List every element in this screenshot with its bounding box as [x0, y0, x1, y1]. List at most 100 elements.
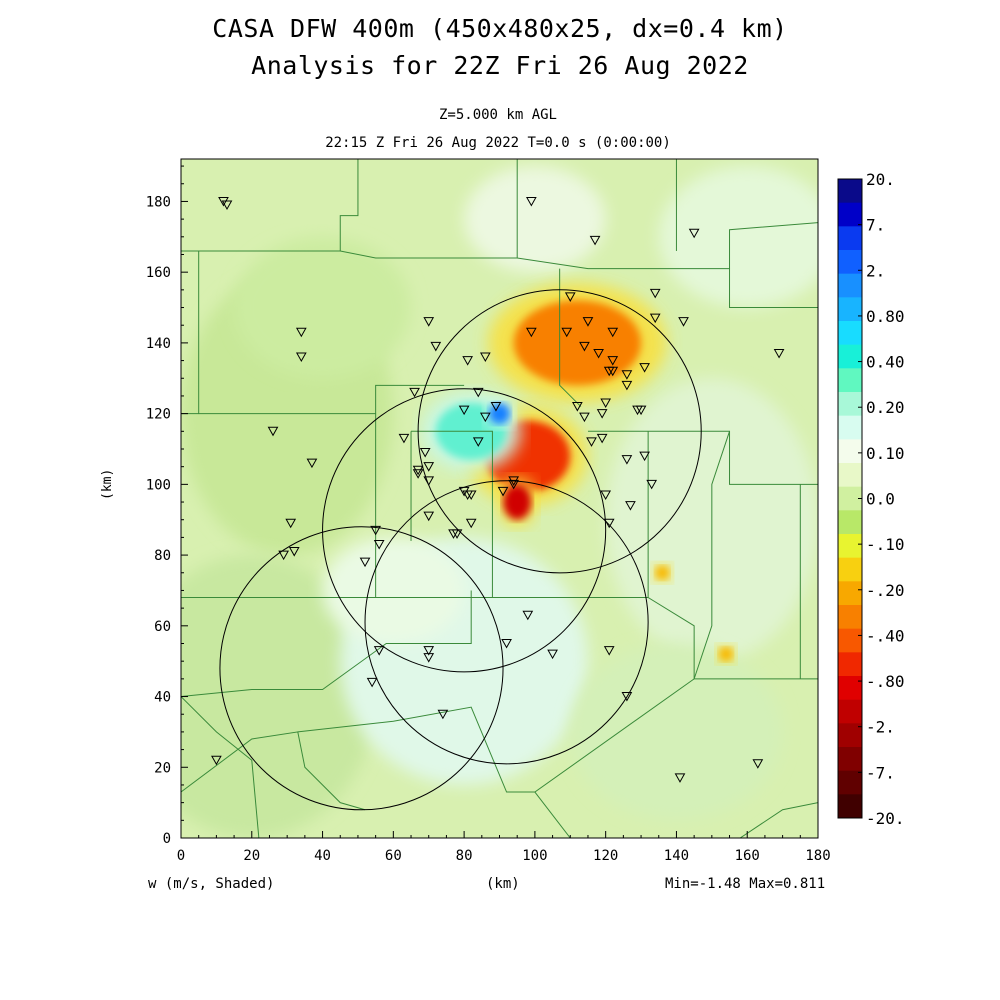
colorbar-label: 2.	[866, 261, 885, 280]
colorbar-swatch	[838, 605, 862, 630]
county-border	[411, 430, 493, 598]
colorbar-label: -2.	[866, 718, 895, 737]
station-marker	[437, 709, 449, 720]
range-ring	[417, 289, 702, 574]
y-tick-label: 140	[146, 336, 171, 352]
station-marker	[409, 387, 420, 398]
colorbar-swatch	[838, 415, 862, 440]
station-marker	[646, 479, 658, 490]
station-marker	[600, 490, 612, 500]
station-marker	[479, 352, 491, 363]
station-marker	[288, 547, 300, 557]
range-ring	[364, 480, 649, 765]
station-marker	[589, 235, 601, 246]
station-marker	[508, 476, 520, 486]
x-tick-label: 120	[593, 848, 618, 864]
colorbar-label: -7.	[866, 763, 895, 782]
x-tick-label: 140	[664, 848, 689, 864]
y-tick-label: 0	[163, 831, 171, 847]
colorbar-swatch	[838, 794, 862, 819]
county-border	[729, 268, 818, 309]
colorbar-label: -.40	[866, 626, 905, 645]
x-tick-label: 0	[177, 848, 185, 864]
station-marker	[607, 366, 619, 377]
station-marker	[600, 398, 612, 409]
county-border	[693, 431, 731, 680]
colorbar-swatch	[838, 368, 862, 393]
field-patch	[181, 555, 376, 838]
colorbar-label: -.80	[866, 672, 905, 691]
station-marker	[621, 455, 633, 465]
station-marker	[373, 646, 385, 656]
x-tick-label: 100	[522, 848, 547, 864]
downdraft-core	[655, 565, 670, 580]
county-borders	[181, 159, 818, 838]
variable-label: w (m/s, Shaded)	[148, 876, 275, 892]
colorbar-swatch	[838, 652, 862, 677]
y-tick-label: 40	[154, 690, 171, 706]
station-marker	[621, 692, 633, 702]
station-marker	[547, 649, 558, 660]
county-border	[198, 159, 359, 252]
station-marker	[423, 476, 435, 486]
colorbar-swatch	[838, 747, 862, 772]
station-marker	[621, 370, 633, 380]
colorbar-swatch	[838, 439, 862, 464]
station-marker	[412, 469, 424, 479]
station-marker	[366, 677, 378, 688]
station-marker	[773, 349, 785, 359]
colorbar-swatch	[838, 510, 862, 535]
downdraft-core	[503, 484, 532, 520]
station-marker	[596, 433, 608, 444]
station-marker	[561, 327, 573, 338]
station-marker	[370, 525, 381, 536]
station-marker	[448, 529, 459, 539]
colorbar-swatch	[838, 557, 862, 582]
station-marker	[525, 327, 537, 338]
range-ring	[322, 388, 607, 673]
field-patch	[658, 166, 818, 308]
time-label: 22:15 Z Fri 26 Aug 2022 T=0.0 s (0:00:00…	[325, 135, 671, 151]
station-marker	[462, 356, 474, 366]
station-marker	[579, 412, 590, 423]
station-marker	[306, 458, 318, 469]
x-axis: 0 20 40 60 80 100 120 140 160 180	[177, 831, 831, 864]
y-axis-label: (km)	[100, 468, 115, 500]
colorbar-swatch	[838, 179, 862, 204]
x-tick-label: 160	[735, 848, 760, 864]
county-border	[587, 430, 818, 485]
station-marker	[572, 402, 583, 412]
county-border	[297, 678, 695, 793]
colorbar-swatch	[838, 226, 862, 251]
x-tick-label: 20	[243, 848, 260, 864]
colorbar-swatch	[838, 273, 862, 298]
updraft-core	[488, 403, 511, 425]
downdraft-core	[513, 300, 642, 386]
station-marker	[603, 518, 615, 529]
station-marker	[582, 317, 594, 327]
field-patch	[570, 643, 783, 821]
county-border	[181, 250, 200, 415]
colorbar-swatch	[838, 628, 862, 653]
colorbar-swatch	[838, 534, 862, 559]
station-marker	[522, 610, 534, 621]
y-tick-label: 20	[154, 760, 171, 776]
county-border	[534, 791, 571, 838]
colorbar-label: 0.0	[866, 490, 895, 509]
county-border	[181, 696, 260, 838]
station-marker	[501, 638, 512, 649]
station-marker	[398, 433, 410, 444]
colorbar-swatch	[838, 392, 862, 417]
colorbar-swatch	[838, 321, 862, 346]
station-marker	[752, 759, 764, 769]
county-border	[198, 384, 465, 415]
station-marker	[295, 327, 307, 338]
level-label: Z=5.000 km AGL	[438, 107, 557, 123]
station-marker	[278, 550, 289, 561]
colorbar-label: 7.	[866, 216, 885, 235]
x-tick-label: 180	[805, 848, 830, 864]
station-marker	[639, 451, 650, 462]
station-marker	[525, 196, 537, 207]
station-marker	[465, 490, 477, 500]
